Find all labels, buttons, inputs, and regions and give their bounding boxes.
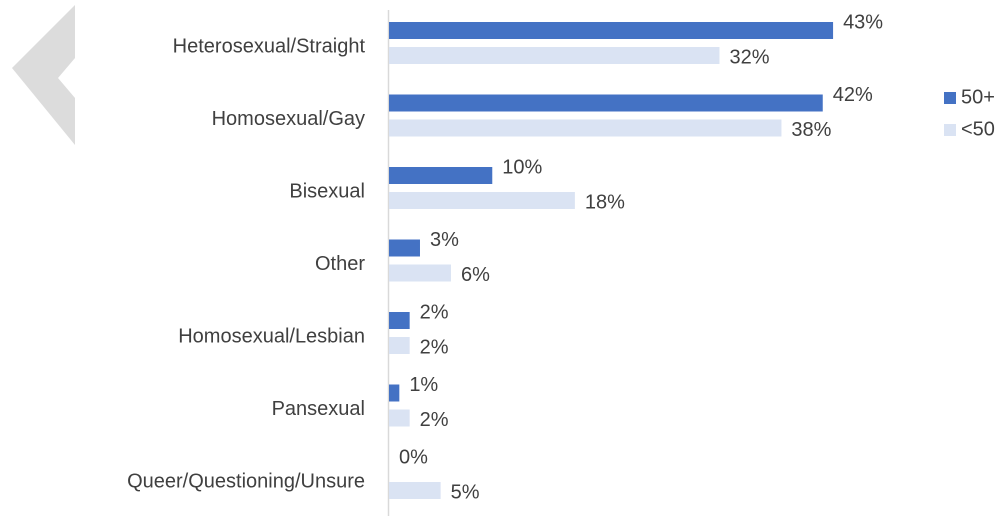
value-label: 2% xyxy=(420,301,449,323)
value-label: 2% xyxy=(420,336,449,358)
bar xyxy=(389,482,441,499)
bar xyxy=(389,409,410,427)
y-tick-label: Other xyxy=(315,253,365,275)
y-tick-label: Homosexual/Lesbian xyxy=(178,325,365,347)
value-label: 10% xyxy=(502,156,542,178)
value-label: 5% xyxy=(451,481,480,503)
legend-label: <50 xyxy=(961,118,995,140)
value-label: 43% xyxy=(843,11,883,33)
value-label: 6% xyxy=(461,264,490,286)
bar xyxy=(389,264,451,282)
bar xyxy=(389,22,834,39)
bar xyxy=(389,384,400,402)
value-label: 18% xyxy=(585,191,625,213)
bar xyxy=(389,47,720,64)
y-tick-label: Pansexual xyxy=(272,398,365,420)
value-label: 32% xyxy=(729,46,769,68)
legend-swatch xyxy=(944,124,956,136)
bar xyxy=(389,239,420,257)
legend-label: 50+ xyxy=(961,86,995,108)
value-label: 1% xyxy=(409,374,438,396)
value-label: 38% xyxy=(791,119,831,141)
y-tick-label: Bisexual xyxy=(289,180,365,202)
value-label: 0% xyxy=(399,446,428,468)
bar xyxy=(389,94,823,112)
bar xyxy=(389,192,575,209)
value-label: 3% xyxy=(430,229,459,251)
value-label: 42% xyxy=(833,84,873,106)
y-tick-label: Queer/Questioning/Unsure xyxy=(127,470,365,492)
y-tick-label: Homosexual/Gay xyxy=(212,108,365,130)
legend-swatch xyxy=(944,92,956,104)
y-tick-label: Heterosexual/Straight xyxy=(173,35,366,57)
bar xyxy=(389,167,493,184)
bar xyxy=(389,312,410,329)
bar xyxy=(389,119,782,137)
decorative-chevron xyxy=(12,5,75,145)
value-label: 2% xyxy=(420,409,449,431)
bar xyxy=(389,337,410,354)
